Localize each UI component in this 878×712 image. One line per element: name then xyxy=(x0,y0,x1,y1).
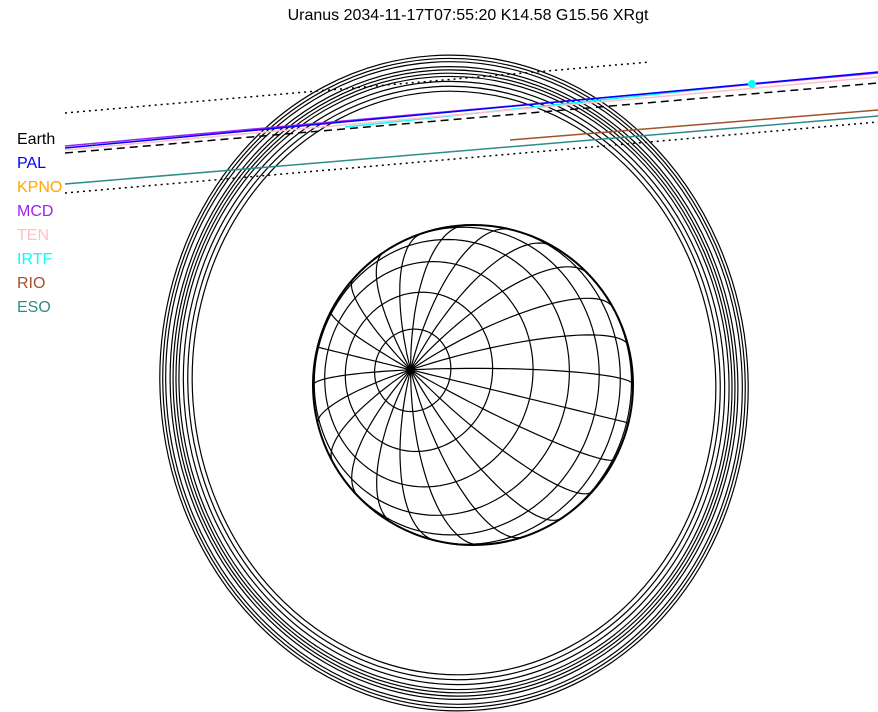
legend-label: Earth xyxy=(17,131,55,148)
legend-label: PAL xyxy=(17,155,46,172)
grid-curve xyxy=(350,278,412,371)
grid-curve xyxy=(317,346,411,371)
grid-curve xyxy=(375,251,412,371)
legend-label: KPNO xyxy=(17,179,62,196)
grid-curve xyxy=(410,367,634,385)
grid-curve xyxy=(410,369,615,461)
grid-curve xyxy=(330,369,411,462)
legend-label: RIO xyxy=(17,275,45,292)
grid-curve xyxy=(410,369,561,521)
grid-curve xyxy=(410,242,553,371)
chord xyxy=(64,71,878,149)
ring xyxy=(169,66,739,700)
grid-curve xyxy=(410,369,592,495)
title: Uranus 2034-11-17T07:55:20 K14.58 G15.56… xyxy=(288,7,649,24)
ring xyxy=(172,69,736,697)
grid-curve xyxy=(330,311,411,371)
grid-curve xyxy=(410,369,524,539)
grid-curve xyxy=(317,369,411,425)
grid-curve xyxy=(410,369,480,546)
limit-line xyxy=(64,121,878,194)
ring xyxy=(182,80,726,686)
grid-curve xyxy=(399,233,421,370)
chord xyxy=(64,82,878,154)
legend: Earth PAL KPNO MCD TEN IRTF RIO ESO xyxy=(17,131,62,316)
globe xyxy=(312,224,634,546)
rings xyxy=(159,54,749,712)
ring xyxy=(187,85,721,681)
grid-curve xyxy=(410,266,589,371)
chord xyxy=(64,115,878,185)
grid-curve xyxy=(410,224,464,370)
ring xyxy=(175,72,733,694)
grid-curve xyxy=(547,292,633,528)
grid-curve xyxy=(434,231,621,545)
grid-curve xyxy=(376,369,412,523)
ring xyxy=(165,61,743,705)
chords xyxy=(64,61,878,194)
ring xyxy=(178,75,730,691)
grid-curve xyxy=(410,369,629,424)
grid-curve xyxy=(410,228,508,370)
chord xyxy=(64,76,878,151)
grid-curve xyxy=(312,369,411,386)
limit-line xyxy=(64,61,651,114)
grid-curve xyxy=(351,369,412,495)
ring xyxy=(162,57,746,709)
station-marker xyxy=(748,80,756,88)
ring xyxy=(191,90,717,676)
grid-curve xyxy=(345,226,600,536)
legend-label: TEN xyxy=(17,227,49,244)
legend-label: ESO xyxy=(17,299,51,316)
legend-label: IRTF xyxy=(17,251,52,268)
chord xyxy=(509,109,878,141)
ring xyxy=(159,54,749,712)
grid-curve xyxy=(399,369,436,542)
grid-curve xyxy=(410,334,629,371)
chord xyxy=(344,83,753,128)
legend-label: MCD xyxy=(17,203,53,220)
grid-curve xyxy=(410,297,613,371)
